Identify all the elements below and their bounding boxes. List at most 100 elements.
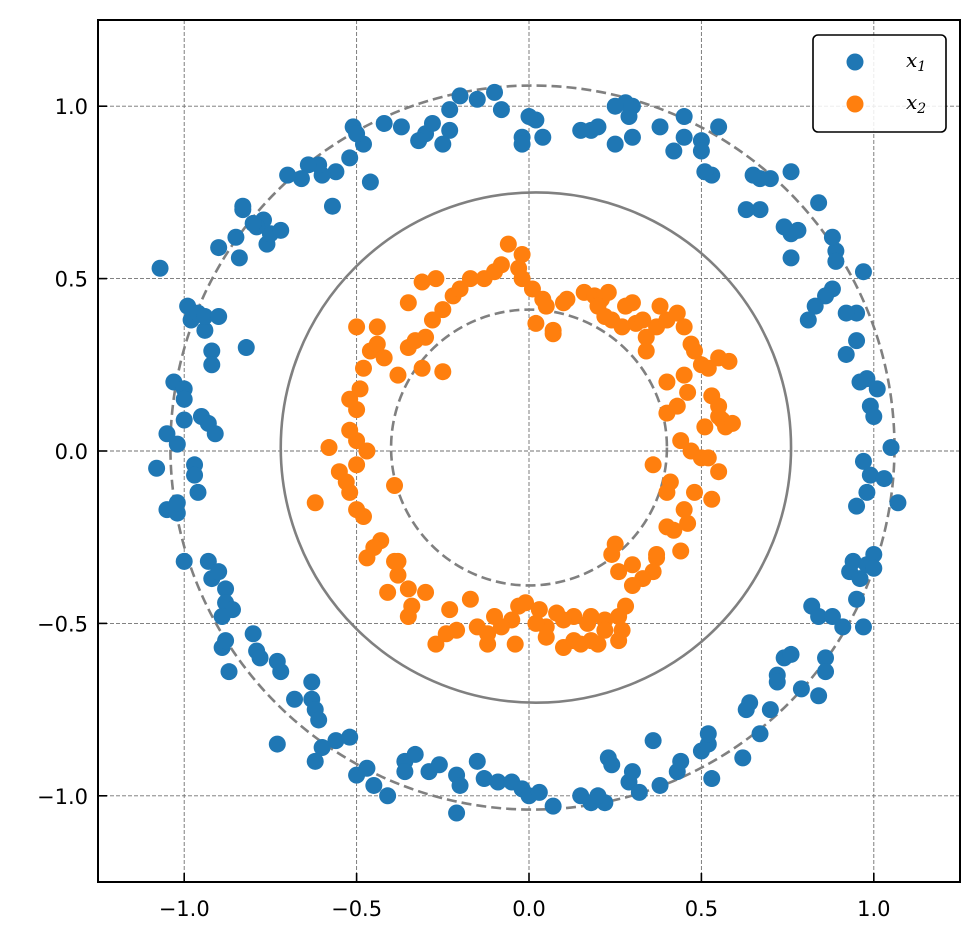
legend-label: x2	[906, 90, 926, 117]
data-point	[817, 663, 835, 681]
x-tick-label: −1.0	[159, 897, 210, 921]
data-point	[817, 287, 835, 305]
data-point	[651, 776, 669, 794]
data-point	[596, 621, 614, 639]
data-point	[430, 756, 448, 774]
data-point	[823, 228, 841, 246]
data-point	[875, 470, 893, 488]
data-point	[844, 552, 862, 570]
data-point	[589, 118, 607, 136]
data-point	[610, 632, 628, 650]
data-point	[451, 280, 469, 298]
data-point	[589, 635, 607, 653]
data-point	[186, 466, 204, 484]
data-point	[644, 456, 662, 474]
data-point	[854, 263, 872, 281]
data-point	[658, 518, 676, 536]
data-point	[768, 673, 786, 691]
data-point	[848, 590, 866, 608]
data-point	[544, 321, 562, 339]
data-point	[775, 218, 793, 236]
data-point	[865, 559, 883, 577]
data-point	[386, 476, 404, 494]
data-point	[351, 380, 369, 398]
data-point	[513, 135, 531, 153]
data-point	[303, 673, 321, 691]
data-point	[348, 456, 366, 474]
data-point	[837, 304, 855, 322]
data-point	[623, 576, 641, 594]
data-point	[389, 366, 407, 384]
data-point	[354, 359, 372, 377]
data-point	[661, 473, 679, 491]
data-point	[210, 308, 228, 326]
x-tick-label: −0.5	[331, 897, 382, 921]
data-point	[375, 114, 393, 132]
data-point	[217, 632, 235, 650]
data-point	[175, 390, 193, 408]
data-point	[868, 380, 886, 398]
data-point	[348, 501, 366, 519]
data-point	[210, 563, 228, 581]
legend-marker	[846, 95, 864, 113]
data-point	[548, 604, 566, 622]
data-point	[710, 118, 728, 136]
data-point	[710, 463, 728, 481]
data-point	[599, 283, 617, 301]
data-point	[603, 545, 621, 563]
data-point	[406, 745, 424, 763]
data-point	[461, 590, 479, 608]
data-point	[341, 421, 359, 439]
data-point	[175, 552, 193, 570]
data-point	[675, 108, 693, 126]
data-point	[413, 359, 431, 377]
data-point	[534, 128, 552, 146]
data-point	[196, 321, 214, 339]
data-point	[148, 459, 166, 477]
data-point	[417, 328, 435, 346]
data-point	[310, 711, 328, 729]
data-point	[596, 308, 614, 326]
data-point	[441, 121, 459, 139]
data-point	[637, 342, 655, 360]
data-point	[341, 149, 359, 167]
data-point	[175, 411, 193, 429]
data-point	[692, 142, 710, 160]
data-point	[723, 414, 741, 432]
data-point	[606, 135, 624, 153]
data-point	[361, 173, 379, 191]
data-point	[451, 776, 469, 794]
inner-dashed-circle	[389, 308, 669, 587]
data-point	[196, 308, 214, 326]
data-point	[199, 552, 217, 570]
data-point	[675, 501, 693, 519]
y-tick-label: 0.0	[55, 440, 88, 464]
y-tick-label: −0.5	[37, 612, 88, 636]
data-point	[679, 514, 697, 532]
data-point	[617, 297, 635, 315]
data-point	[658, 404, 676, 422]
data-point	[368, 335, 386, 353]
data-point	[734, 749, 752, 767]
data-point	[582, 608, 600, 626]
data-point	[358, 759, 376, 777]
data-point	[703, 490, 721, 508]
data-point	[327, 163, 345, 181]
data-point	[810, 608, 828, 626]
data-point	[513, 245, 531, 263]
data-point	[761, 701, 779, 719]
data-point	[782, 249, 800, 267]
data-point	[413, 273, 431, 291]
x-tick-label: 1.0	[857, 897, 890, 921]
data-point	[358, 549, 376, 567]
data-point	[392, 118, 410, 136]
data-point	[572, 121, 590, 139]
data-point	[782, 645, 800, 663]
data-point	[203, 342, 221, 360]
data-point	[851, 570, 869, 588]
data-point	[358, 442, 376, 460]
data-point	[623, 556, 641, 574]
